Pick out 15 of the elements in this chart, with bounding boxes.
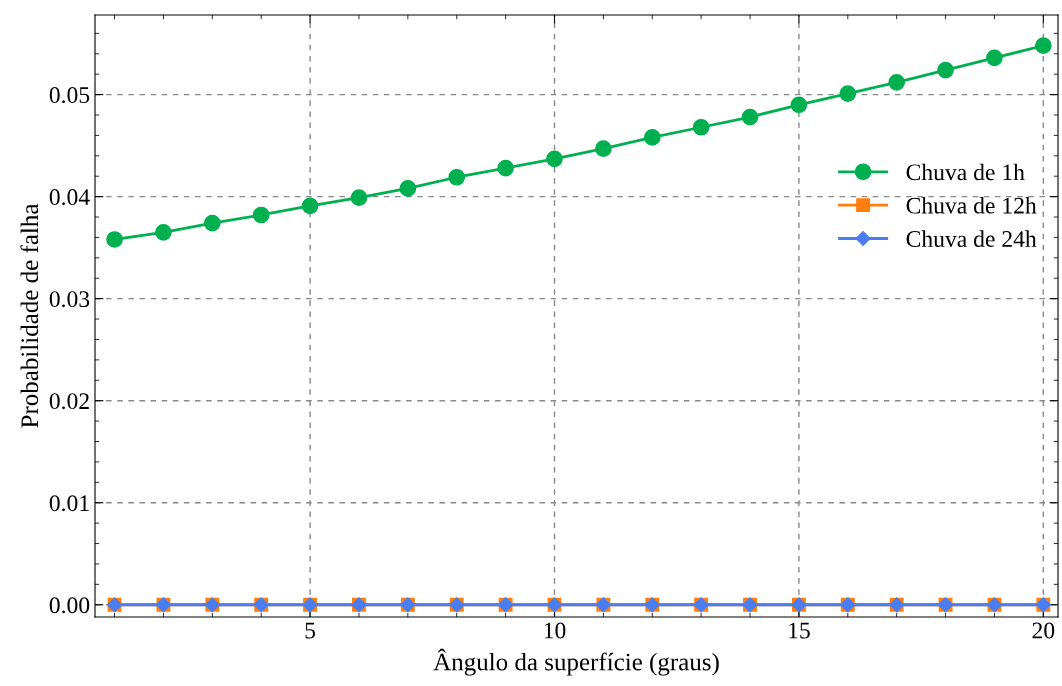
x-tick-label: 15 (789, 622, 810, 639)
y-tick-label: 0.01 (49, 495, 89, 512)
legend-label: Chuva de 12h (906, 197, 1037, 214)
y-tick-label: 0.04 (49, 189, 90, 206)
y-axis-title: Probabilidade de falha (20, 203, 39, 428)
legend-label: Chuva de 1h (906, 163, 1025, 181)
y-tick-label: 0.03 (49, 291, 90, 308)
x-tick-label: 20 (1032, 622, 1055, 639)
y-tick-label: 0.02 (49, 393, 89, 410)
x-tick-label: 5 (305, 622, 316, 639)
x-tick-label: 10 (544, 622, 566, 639)
x-axis-title: Ângulo da superfície (graus) (433, 648, 719, 676)
y-tick-label: 0.00 (49, 597, 90, 614)
y-tick-label: 0.05 (49, 87, 90, 104)
legend-label: Chuva de 24h (906, 230, 1037, 247)
